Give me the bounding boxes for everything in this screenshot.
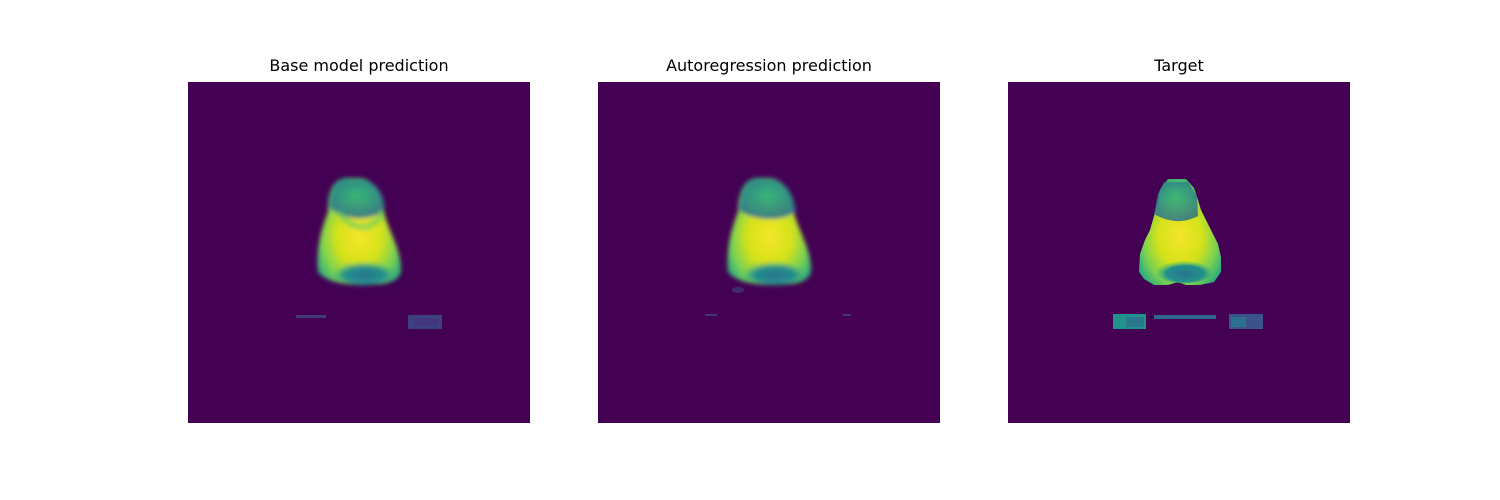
panel-target: Target xyxy=(1008,0,1350,500)
panel-title: Base model prediction xyxy=(269,56,449,75)
panel-title: Target xyxy=(1154,56,1204,75)
panel-autoregression: Autoregression prediction xyxy=(598,0,940,500)
heatmap-image xyxy=(188,82,530,423)
panel-title: Autoregression prediction xyxy=(666,56,872,75)
heatmap-image xyxy=(1008,82,1350,423)
heatmap-image xyxy=(598,82,940,423)
panel-base-model: Base model prediction xyxy=(188,0,530,500)
